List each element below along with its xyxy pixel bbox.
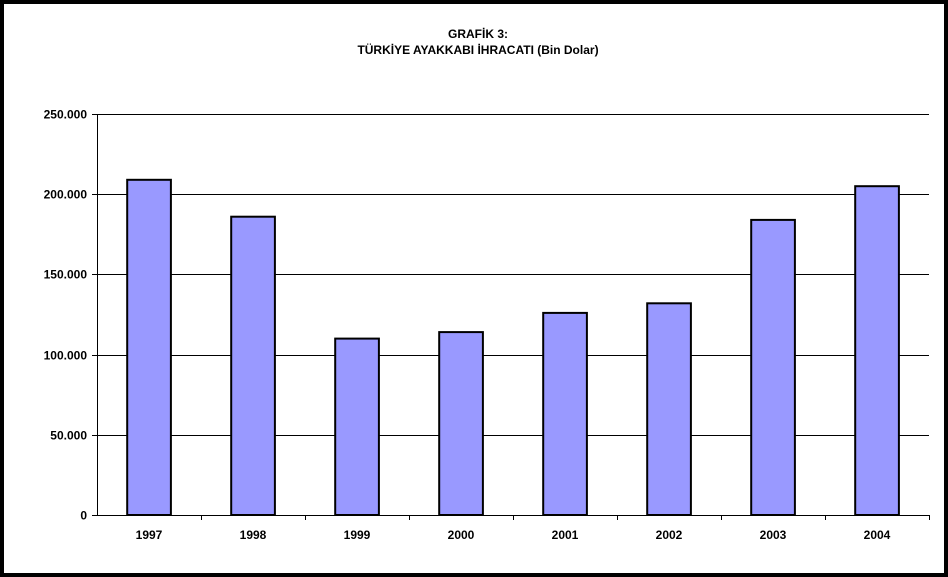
chart-title: GRAFİK 3: [448,27,508,41]
x-tick-label: 2001 [552,528,579,542]
bar [334,337,380,516]
bar [230,215,276,516]
x-tick-label: 2000 [448,528,475,542]
x-tick-label: 1997 [136,528,163,542]
bar [750,218,796,516]
y-tick-label: 250.000 [44,108,88,122]
x-tick-label: 1998 [240,528,267,542]
y-tick-label: 50.000 [50,429,87,443]
x-tick-label: 2003 [760,528,787,542]
y-tick-label: 200.000 [44,188,88,202]
y-tick-label: 150.000 [44,268,88,282]
bar [438,331,484,516]
bar [854,185,900,516]
x-tick-label: 2004 [864,528,891,542]
bar [126,178,172,517]
bar [542,311,588,516]
y-tick-label: 0 [80,509,87,523]
x-tick-label: 1999 [344,528,371,542]
y-tick-label: 100.000 [44,349,88,363]
x-tick-label: 2002 [656,528,683,542]
chart-subtitle: TÜRKİYE AYAKKABI İHRACATI (Bin Dolar) [357,43,599,57]
bar [646,302,692,516]
chart-title-block: GRAFİK 3: TÜRKİYE AYAKKABI İHRACATI (Bin… [4,26,948,58]
